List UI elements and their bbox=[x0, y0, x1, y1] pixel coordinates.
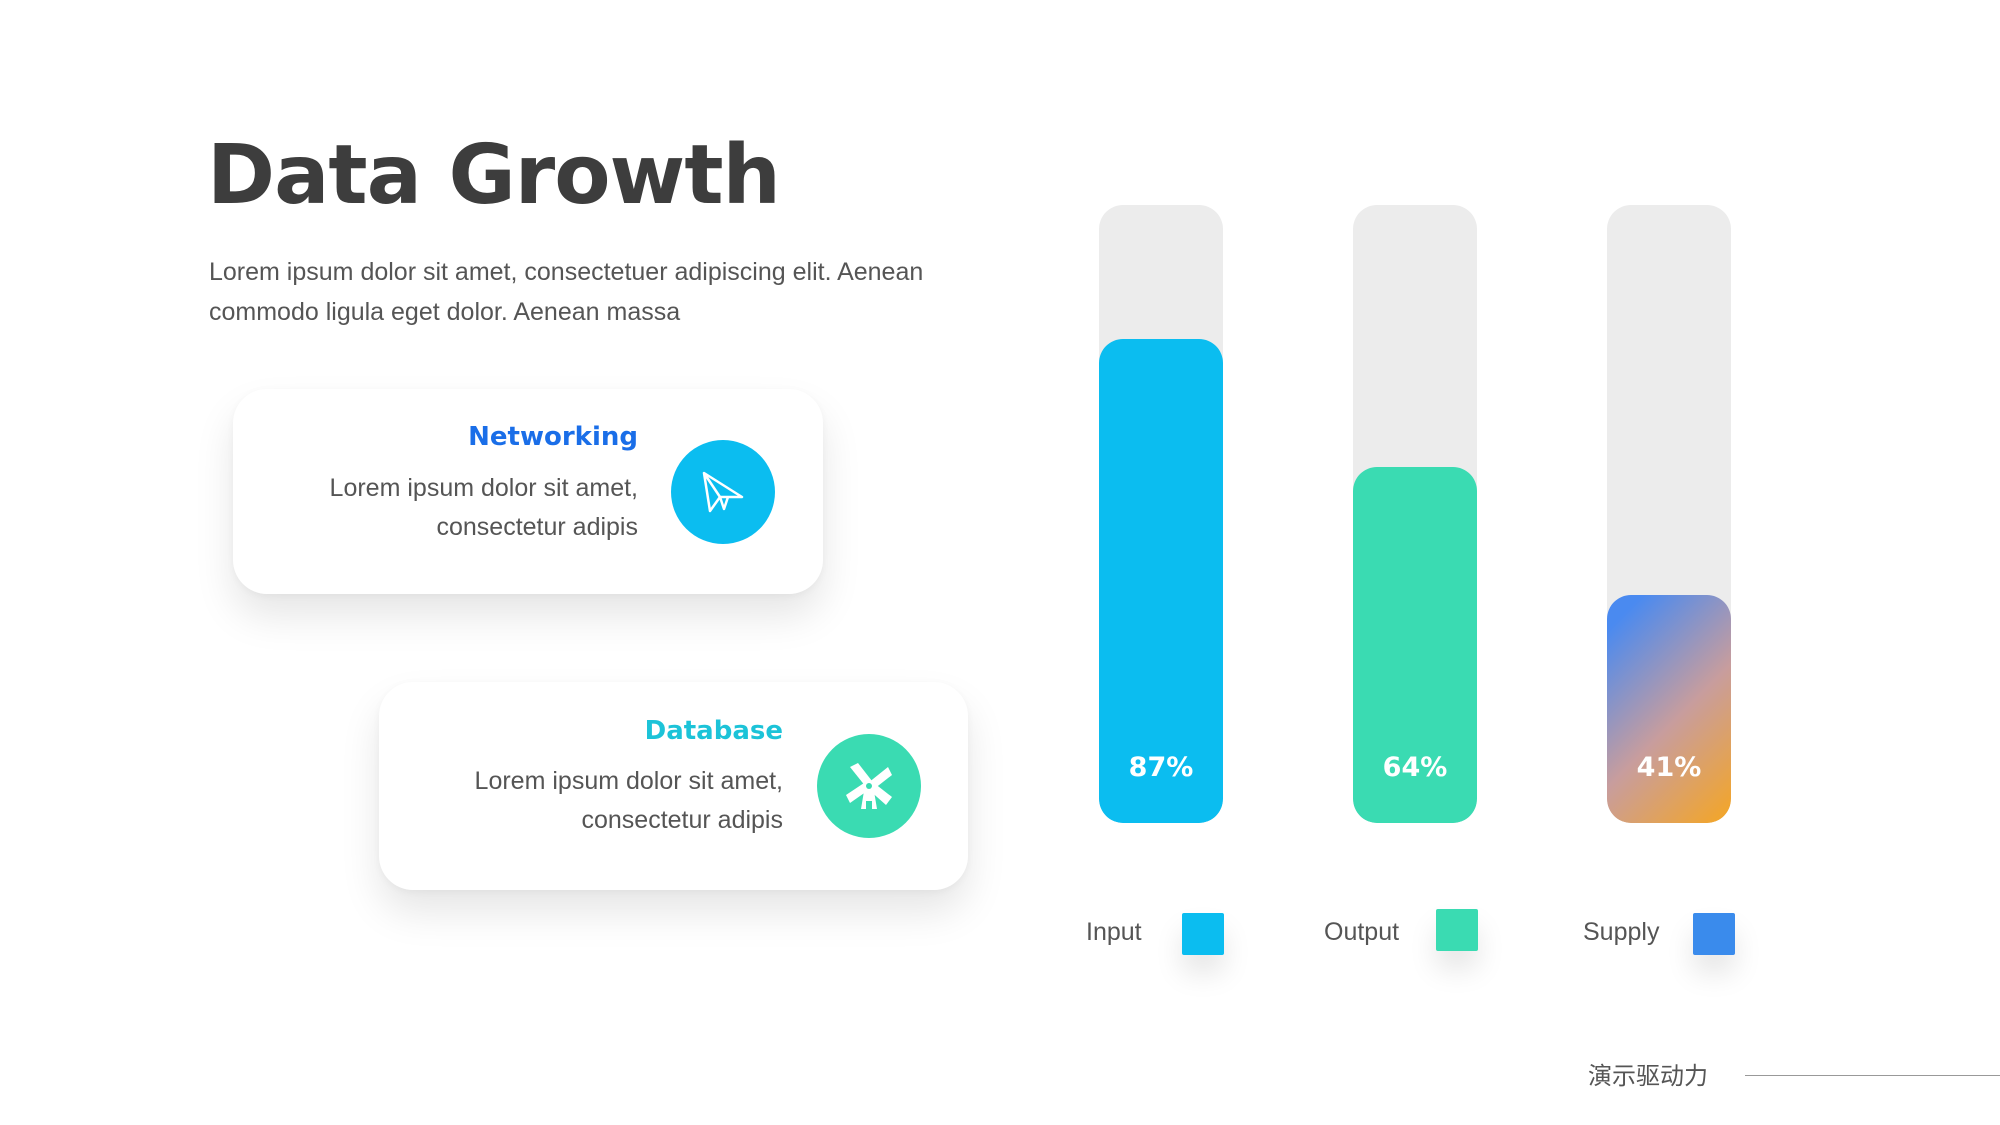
footer-text: 演示驱动力 bbox=[1588, 1062, 1708, 1090]
card-text-line: Lorem ipsum dolor sit amet, bbox=[474, 767, 783, 795]
legend-swatch-supply bbox=[1693, 913, 1735, 955]
legend-label: Supply bbox=[1583, 918, 1660, 946]
card-title: Networking bbox=[468, 422, 638, 452]
bar-supply bbox=[1607, 594, 1731, 823]
paper-plane-icon bbox=[702, 471, 744, 513]
description: Lorem ipsum dolor sit amet, consectetuer… bbox=[209, 258, 924, 326]
bar-value-label: 87% bbox=[1128, 752, 1194, 783]
bar-track-output: 64% bbox=[1353, 205, 1477, 823]
networking-card: Networking Lorem ipsum dolor sit amet, c… bbox=[233, 389, 823, 594]
card-text: Lorem ipsum dolor sit amet, consectetur … bbox=[218, 469, 638, 547]
card-text-line: consectetur adipis bbox=[581, 806, 783, 834]
legend-label: Output bbox=[1324, 918, 1400, 946]
database-card: Database Lorem ipsum dolor sit amet, con… bbox=[379, 682, 968, 890]
bar-input bbox=[1099, 339, 1223, 823]
card-title: Database bbox=[644, 716, 783, 746]
card-text-line: Lorem ipsum dolor sit amet, bbox=[329, 474, 638, 502]
legend-swatch-output bbox=[1436, 909, 1478, 951]
bar-track-input: 87% bbox=[1099, 205, 1223, 823]
page-title: Data Growth bbox=[207, 128, 781, 223]
legend-label: Input bbox=[1086, 918, 1142, 946]
networking-icon-circle bbox=[671, 440, 775, 544]
legend-swatch-input bbox=[1182, 913, 1224, 955]
bar-value-label: 64% bbox=[1382, 752, 1448, 783]
bar-output bbox=[1353, 467, 1477, 823]
bar-value-label: 41% bbox=[1636, 752, 1702, 783]
footer-divider bbox=[1745, 1075, 2000, 1076]
windmill-icon bbox=[846, 763, 892, 809]
bar-track-supply: 41% bbox=[1607, 205, 1731, 823]
card-text: Lorem ipsum dolor sit amet, consectetur … bbox=[363, 762, 783, 840]
database-icon-circle bbox=[817, 734, 921, 838]
card-text-line: consectetur adipis bbox=[436, 513, 638, 541]
